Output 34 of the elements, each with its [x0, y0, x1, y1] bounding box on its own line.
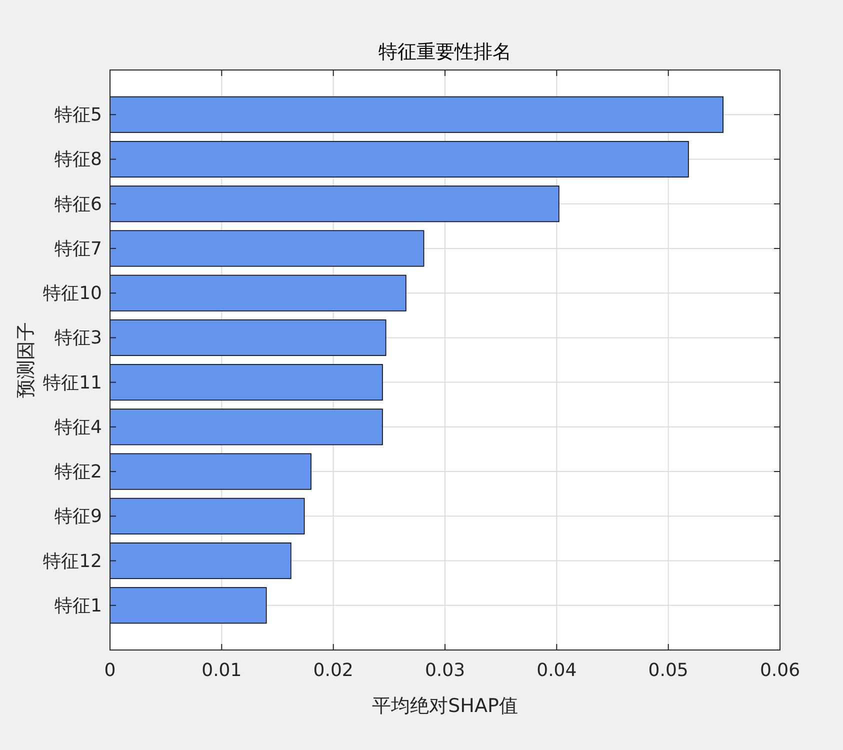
- bar: [110, 364, 383, 401]
- x-tick-label: 0.04: [536, 660, 577, 681]
- y-tick-label: 特征8: [54, 149, 102, 170]
- x-axis-title: 平均绝对SHAP值: [372, 695, 518, 717]
- bar: [110, 498, 305, 534]
- bar: [110, 140, 689, 178]
- x-tick-label: 0: [104, 660, 116, 681]
- y-tick-label: 特征7: [54, 238, 102, 260]
- bar: [110, 408, 383, 446]
- bar: [110, 186, 560, 222]
- y-tick-label: 特征6: [54, 194, 102, 215]
- y-tick-label: 特征5: [54, 104, 102, 126]
- y-tick-label: 特征11: [43, 372, 102, 394]
- x-tick-label: 0.02: [313, 660, 354, 681]
- x-tick-label: 0.05: [648, 660, 688, 681]
- bar: [110, 274, 406, 312]
- y-tick-label: 特征1: [54, 595, 102, 616]
- bar: [110, 542, 292, 580]
- y-tick-label: 特征10: [43, 283, 102, 304]
- x-tick-label: 0.01: [202, 660, 242, 681]
- y-tick-label: 特征4: [54, 416, 102, 438]
- bar: [110, 587, 267, 624]
- y-tick-label: 特征12: [43, 550, 102, 572]
- y-tick-label: 特征3: [54, 328, 102, 349]
- chart-title: 特征重要性排名: [378, 41, 512, 63]
- y-tick-label: 特征9: [54, 506, 102, 528]
- y-tick-label: 特征2: [54, 462, 102, 483]
- x-tick-label: 0.06: [760, 660, 800, 681]
- bar: [110, 96, 724, 133]
- y-axis-title: 预测因子: [15, 322, 37, 398]
- bar: [110, 453, 312, 490]
- bar: [110, 230, 424, 267]
- x-tick-label: 0.03: [424, 660, 466, 681]
- bar: [110, 319, 386, 356]
